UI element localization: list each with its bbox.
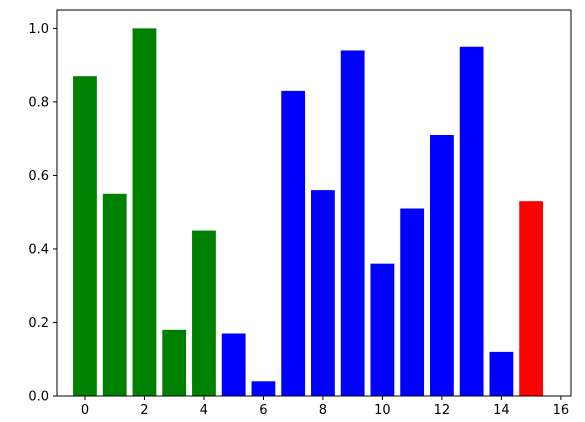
y-tick-label: 0.0 bbox=[28, 390, 49, 405]
bar bbox=[430, 134, 454, 396]
bar bbox=[162, 329, 187, 396]
bar bbox=[221, 333, 246, 396]
axes-frame bbox=[56, 9, 572, 397]
bar bbox=[132, 28, 157, 397]
x-tick-label: 16 bbox=[553, 403, 570, 418]
x-tick-label: 14 bbox=[493, 403, 510, 418]
x-tick-label: 12 bbox=[434, 403, 451, 418]
bar bbox=[281, 90, 306, 396]
x-tick-label: 10 bbox=[374, 403, 391, 418]
bar bbox=[370, 263, 395, 396]
x-tick-label: 2 bbox=[140, 403, 148, 418]
y-tick-label: 0.4 bbox=[28, 242, 49, 257]
y-tick-label: 0.8 bbox=[28, 95, 49, 110]
y-tick-label: 0.2 bbox=[28, 316, 49, 331]
y-tick-label: 0.6 bbox=[28, 169, 49, 184]
bar bbox=[251, 381, 276, 396]
bar bbox=[489, 351, 514, 396]
x-tick-label: 0 bbox=[81, 403, 89, 418]
x-tick-label: 6 bbox=[259, 403, 267, 418]
bar bbox=[192, 230, 216, 396]
bar bbox=[340, 50, 365, 396]
bar bbox=[311, 190, 335, 396]
bar bbox=[400, 208, 425, 396]
x-tick-label: 4 bbox=[200, 403, 208, 418]
bar bbox=[459, 46, 484, 397]
bar bbox=[73, 76, 97, 397]
x-tick-label: 8 bbox=[319, 403, 327, 418]
bar bbox=[519, 201, 544, 396]
y-tick-label: 1.0 bbox=[28, 22, 49, 37]
bar bbox=[102, 193, 127, 396]
